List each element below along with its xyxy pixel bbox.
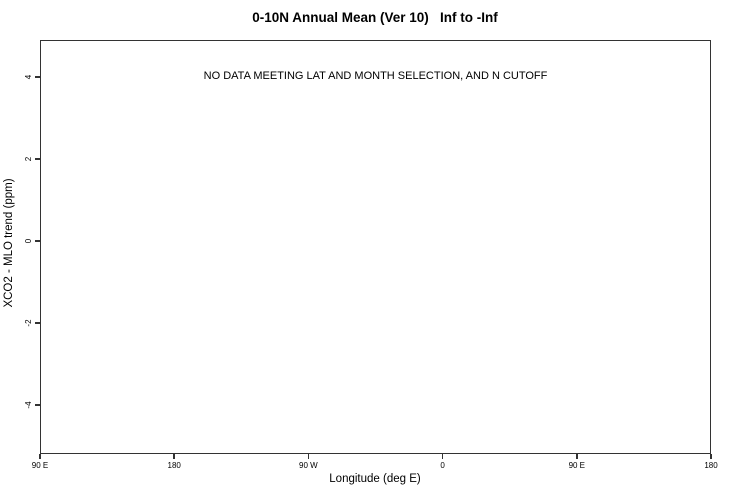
x-tick-label: 180	[167, 461, 181, 470]
y-tick-mark	[35, 322, 40, 324]
x-tick-label: 180	[704, 461, 718, 470]
y-tick-mark	[35, 158, 40, 160]
x-tick-mark	[307, 454, 310, 459]
y-tick-mark	[35, 240, 40, 242]
y-tick-label: -4	[24, 401, 33, 409]
y-tick-label: 0	[24, 238, 33, 244]
plot-area	[40, 40, 711, 454]
chart-title: 0-10N Annual Mean (Ver 10) Inf to -Inf	[252, 10, 498, 25]
x-tick-mark	[441, 454, 444, 459]
x-tick-label: 0	[440, 461, 445, 470]
x-tick-label: 90 W	[299, 461, 318, 470]
y-tick-label: 4	[24, 74, 33, 80]
x-axis-label: Longitude (deg E)	[329, 473, 421, 485]
y-axis-label: XCO2 - MLO trend (ppm)	[3, 178, 15, 308]
y-tick-mark	[35, 404, 40, 406]
x-tick-mark	[576, 454, 578, 459]
x-tick-label: 90 E	[568, 461, 586, 470]
y-tick-mark	[35, 76, 40, 78]
y-tick-label: -2	[24, 319, 33, 327]
y-tick-label: 2	[24, 156, 33, 162]
x-tick-mark	[173, 454, 175, 459]
x-tick-label: 90 E	[31, 461, 49, 470]
no-data-annotation: NO DATA MEETING LAT AND MONTH SELECTION,…	[203, 70, 548, 83]
x-tick-mark	[710, 454, 712, 459]
x-tick-mark	[39, 454, 41, 459]
